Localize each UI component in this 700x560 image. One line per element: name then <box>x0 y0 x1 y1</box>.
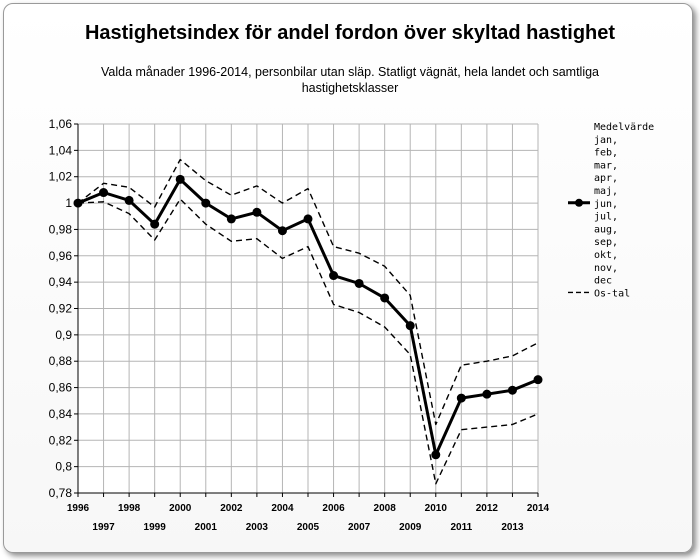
series-line-os-tal-2 <box>77 198 539 485</box>
legend-month: apr, <box>594 173 618 184</box>
chart-subtitle: Valda månader 1996-2014, personbilar uta… <box>100 65 599 95</box>
data-point <box>124 195 134 205</box>
data-point <box>354 278 364 288</box>
y-tick-label: 1 <box>65 196 72 210</box>
data-point <box>252 207 262 217</box>
x-tick-label: 1996 <box>67 503 90 514</box>
y-tick-label: 0,98 <box>49 222 73 236</box>
x-tick-label: 1997 <box>92 522 115 533</box>
data-point <box>533 375 543 385</box>
x-tick-label: 2013 <box>501 522 524 533</box>
y-tick-label: 0,96 <box>49 249 73 263</box>
chart-title: Hastighetsindex för andel fordon över sk… <box>84 22 616 44</box>
x-tick-label: 2004 <box>271 503 294 514</box>
legend-month: okt, <box>594 250 618 261</box>
series-line-os-tal-1 <box>77 158 539 426</box>
legend-month: maj, <box>594 186 618 197</box>
data-point <box>482 389 492 399</box>
data-point <box>405 321 415 331</box>
x-tick-label: 2007 <box>348 522 371 533</box>
data-point <box>303 214 313 224</box>
data-point <box>380 293 390 303</box>
x-tick-label: 1999 <box>144 522 167 533</box>
y-tick-label: 0,9 <box>55 328 72 342</box>
x-tick-label: 2001 <box>195 522 218 533</box>
x-tick-label: 2011 <box>450 522 472 533</box>
y-tick-label: 0,78 <box>49 486 73 500</box>
data-point <box>150 219 160 229</box>
data-point <box>175 174 185 184</box>
y-tick-label: 0,82 <box>49 433 73 447</box>
x-tick-label: 2010 <box>425 503 448 514</box>
x-tick-label: 2012 <box>476 503 499 514</box>
x-tick-label: 2014 <box>527 503 550 514</box>
legend-month: feb, <box>594 148 618 159</box>
x-tick-label: 2005 <box>297 522 320 533</box>
x-tick-label: 2006 <box>322 503 345 514</box>
legend-month: jul, <box>594 212 618 223</box>
legend-month: sep, <box>594 237 618 248</box>
legend-month: aug, <box>594 224 618 235</box>
y-tick-label: 1,06 <box>49 117 73 131</box>
data-point <box>329 271 339 281</box>
data-point <box>99 188 109 198</box>
legend-marker <box>575 198 583 207</box>
data-point <box>456 393 466 403</box>
x-tick-label: 2009 <box>399 522 422 533</box>
legend-month: jun, <box>594 199 618 210</box>
legend-month: mar, <box>594 160 618 171</box>
y-tick-label: 1,02 <box>49 170 73 184</box>
y-tick-label: 1,04 <box>49 143 73 157</box>
legend-header: Medelvärde <box>594 122 654 133</box>
data-point <box>507 385 517 395</box>
x-tick-label: 2002 <box>220 503 243 514</box>
y-tick-label: 0,88 <box>49 354 73 368</box>
legend-label-os-tal: Os-tal <box>594 288 630 299</box>
y-tick-label: 0,86 <box>49 381 73 395</box>
y-tick-label: 0,84 <box>49 407 73 421</box>
legend-month: jan, <box>594 135 618 146</box>
legend-month: nov, <box>594 263 618 274</box>
x-tick-label: 2000 <box>169 503 192 514</box>
y-tick-label: 0,92 <box>49 302 73 316</box>
data-point <box>277 226 287 236</box>
y-tick-label: 0,94 <box>49 275 73 289</box>
x-tick-label: 2008 <box>374 503 397 514</box>
x-tick-label: 2003 <box>246 522 269 533</box>
data-point <box>201 198 211 208</box>
data-point <box>226 214 236 224</box>
legend-month: dec <box>594 276 612 287</box>
data-point <box>431 450 441 460</box>
x-tick-label: 1998 <box>118 503 141 514</box>
y-tick-label: 0,8 <box>55 460 72 474</box>
